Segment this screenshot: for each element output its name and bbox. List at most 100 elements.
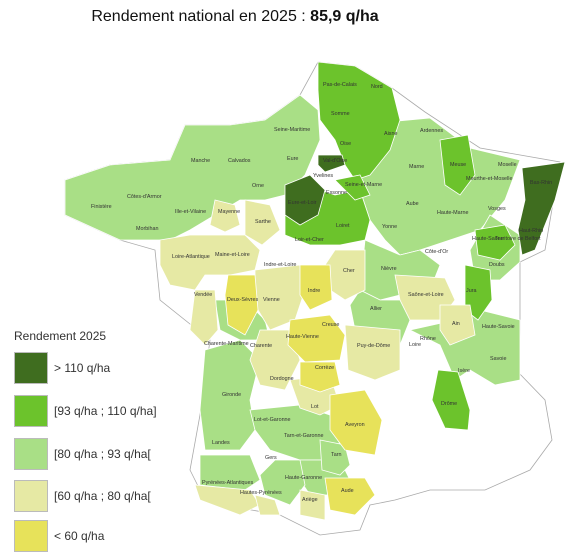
dept-label: Indre — [308, 288, 320, 294]
dept-label: Moselle — [498, 162, 517, 168]
dept-label: Haut-Rhin — [519, 228, 543, 234]
class-gt110-regions — [284, 154, 566, 256]
dept-label: Ain — [452, 321, 460, 327]
dept-label: Maine-et-Loire — [215, 252, 250, 258]
legend-label: < 60 q/ha — [54, 529, 105, 543]
dept-label: Lot — [311, 404, 319, 410]
dept-label: Charente — [250, 343, 272, 349]
legend-swatch — [14, 480, 48, 512]
dept-label: Isère — [458, 368, 470, 374]
dept-label: Vosges — [488, 206, 506, 212]
dept-label: Ille-et-Vilaine — [175, 209, 206, 215]
dept-label: Loir-et-Cher — [295, 237, 324, 243]
dept-label: Seine-et-Marne — [345, 182, 382, 188]
dept-label: Aisne — [384, 131, 398, 137]
dept-label: Côtes-d'Armor — [127, 194, 162, 200]
dept-label: Finistère — [91, 204, 112, 210]
dept-label: Nord — [371, 84, 383, 90]
dept-label: Manche — [191, 158, 210, 164]
dept-label: Loire-Atlantique — [172, 254, 210, 260]
dept-label: Sarthe — [255, 219, 271, 225]
legend-item: < 60 q/ha — [14, 520, 214, 552]
class-93-110-regions — [284, 61, 516, 431]
dept-label: Marne — [409, 164, 424, 170]
dept-label: Loire — [409, 342, 421, 348]
dept-label: Vienne — [263, 297, 280, 303]
dept-label: Essonne — [326, 190, 347, 196]
dept-label: Val-d'Oise — [323, 158, 347, 164]
dept-label: Haute-Marne — [437, 210, 468, 216]
dept-label: Rhône — [420, 336, 436, 342]
dept-label: Nièvre — [381, 266, 397, 272]
map-title-prefix: Rendement national en 2025 : — [91, 8, 311, 25]
dept-label: Bas-Rhin — [530, 180, 552, 186]
dept-label: Calvados — [228, 158, 251, 164]
legend-item: [80 q/ha ; 93 q/ha[ — [14, 438, 214, 470]
legend-label: > 110 q/ha — [54, 361, 111, 375]
dept-label: Deux-Sèvres — [227, 297, 258, 303]
dept-label: Vendée — [194, 292, 212, 298]
dept-label: Indre-et-Loire — [264, 262, 296, 268]
legend-item: [93 q/ha ; 110 q/ha] — [14, 395, 214, 427]
map-title: Rendement national en 2025 : 85,9 q/ha — [0, 8, 470, 26]
dept-label: Creuse — [322, 322, 339, 328]
dept-label: Tarn-et-Garonne — [284, 433, 324, 439]
dept-label: Savoie — [490, 356, 506, 362]
national-yield-value: 85,9 q/ha — [310, 8, 379, 25]
dept-label: Yvelines — [313, 173, 333, 179]
dept-label: Oise — [340, 141, 351, 147]
dept-label: Orne — [252, 183, 264, 189]
dept-label: Ardennes — [420, 128, 443, 134]
legend-swatch — [14, 520, 48, 552]
dept-label: Seine-Maritime — [274, 127, 310, 133]
legend-label: [93 q/ha ; 110 q/ha] — [54, 404, 157, 418]
dept-label: Dordogne — [270, 376, 294, 382]
dept-label: Corrèze — [315, 365, 334, 371]
dept-label: Aveyron — [345, 422, 365, 428]
dept-label: Territoire de Belfort — [495, 236, 541, 242]
dept-label: Mayenne — [218, 209, 240, 215]
dept-label: Pas-de-Calais — [323, 82, 357, 88]
dept-label: Yonne — [382, 224, 397, 230]
dept-label: Cher — [343, 268, 355, 274]
legend-label: [60 q/ha ; 80 q/ha[ — [54, 489, 151, 503]
dept-label: Landes — [212, 440, 230, 446]
dept-label: Pyrénées-Atlantiques — [202, 480, 254, 486]
dept-label: Haute-Saône — [472, 236, 504, 242]
legend-item: > 110 q/ha — [14, 352, 214, 384]
dept-label: Loiret — [336, 223, 350, 229]
dept-label: Lot-et-Garonne — [254, 417, 291, 423]
legend-item: [60 q/ha ; 80 q/ha[ — [14, 480, 214, 512]
dept-label: Haute-Vienne — [286, 334, 319, 340]
class-lt60-regions — [224, 264, 383, 516]
dept-label: Gers — [265, 455, 277, 461]
dept-label: Aude — [341, 488, 354, 494]
dept-label: Puy-de-Dôme — [357, 343, 390, 349]
dept-label: Somme — [331, 111, 350, 117]
legend-label: [80 q/ha ; 93 q/ha[ — [54, 447, 151, 461]
dept-label: Gironde — [222, 392, 241, 398]
dept-label: Allier — [370, 306, 382, 312]
dept-label: Drôme — [441, 401, 457, 407]
dept-label: Meuse — [450, 162, 466, 168]
dept-label: Tarn — [331, 452, 342, 458]
legend-title: Rendement 2025 — [14, 329, 107, 343]
dept-label: Ariège — [302, 497, 318, 503]
dept-label: Eure — [287, 156, 298, 162]
dept-label: Charente-Maritime — [204, 341, 249, 347]
legend-swatch — [14, 395, 48, 427]
legend-swatch — [14, 352, 48, 384]
dept-label: Saône-et-Loire — [408, 292, 444, 298]
dept-label: Doubs — [489, 262, 505, 268]
dept-label: Meurthe-et-Moselle — [466, 176, 512, 182]
department-labels: Pas-de-Calais Nord Somme Aisne Ardennes … — [91, 82, 552, 503]
dept-label: Haute-Savoie — [482, 324, 515, 330]
dept-label: Hautes-Pyrénées — [240, 490, 282, 496]
legend-swatch — [14, 438, 48, 470]
dept-label: Haute-Garonne — [285, 475, 322, 481]
dept-label: Côte-d'Or — [425, 249, 448, 255]
dept-label: Morbihan — [136, 226, 158, 232]
dept-label: Jura — [466, 288, 477, 294]
dept-label: Aube — [406, 201, 419, 207]
